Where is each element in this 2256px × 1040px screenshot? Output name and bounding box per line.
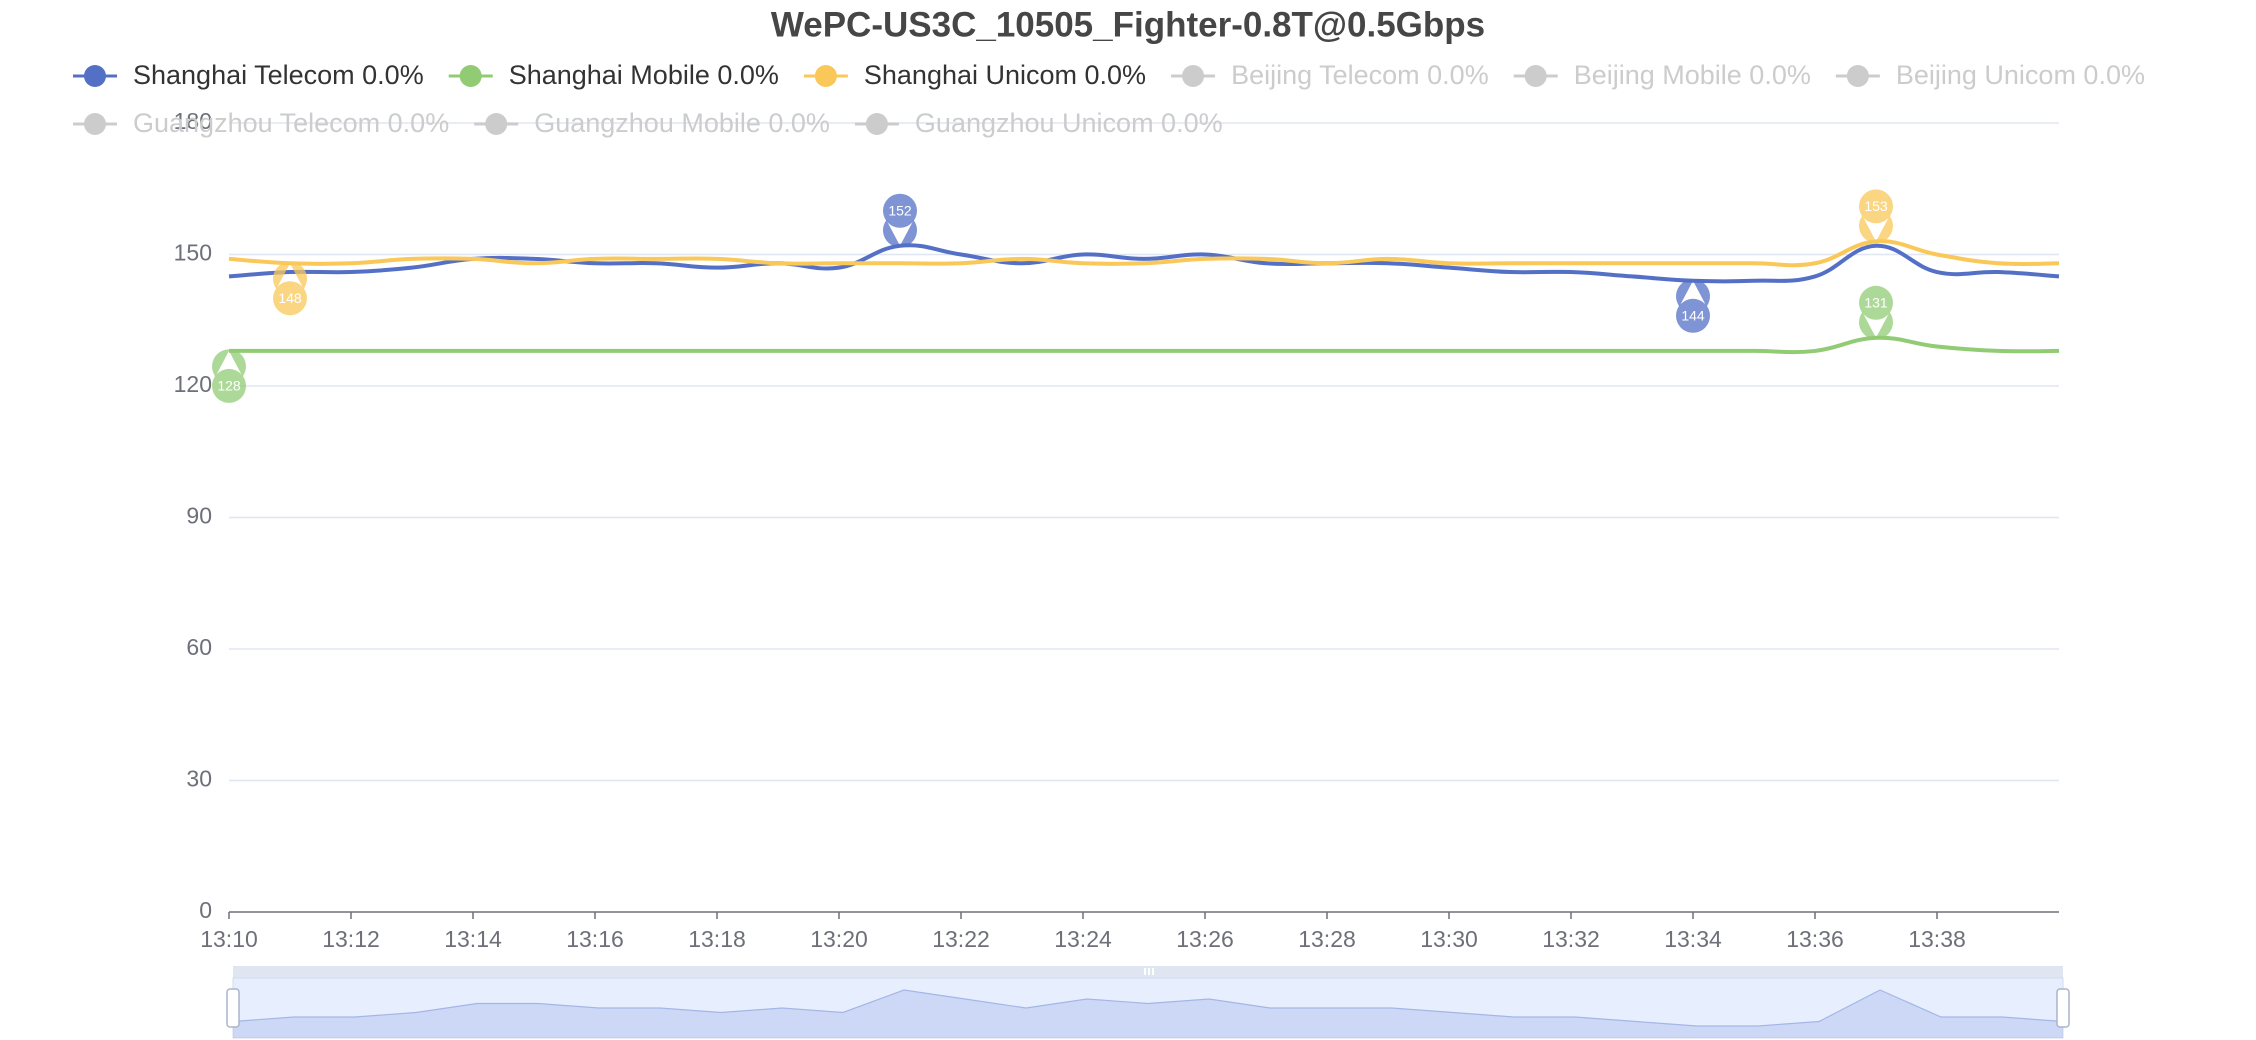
legend-icon bbox=[459, 65, 482, 87]
mark-pin-head bbox=[1859, 189, 1893, 224]
x-tick-label: 13:36 bbox=[1786, 926, 1844, 952]
x-tick-label: 13:16 bbox=[566, 926, 624, 952]
mark-pin bbox=[272, 261, 307, 289]
x-tick-label: 13:38 bbox=[1908, 926, 1966, 952]
y-tick-label: 120 bbox=[174, 371, 212, 397]
legend-item[interactable]: Shanghai Telecom 0.0% bbox=[73, 60, 424, 90]
legend-item[interactable]: Shanghai Unicom 0.0% bbox=[803, 60, 1146, 90]
mark-point-label: 148 bbox=[278, 290, 302, 306]
legend-label: Guangzhou Mobile 0.0% bbox=[534, 108, 830, 138]
legend-icon bbox=[1524, 65, 1547, 87]
x-tick-label: 13:18 bbox=[688, 926, 746, 952]
legend-item[interactable]: Beijing Mobile 0.0% bbox=[1513, 60, 1811, 90]
mark-pin-head bbox=[1676, 298, 1710, 333]
mark-point: 153 bbox=[1859, 189, 1893, 243]
y-tick-label: 0 bbox=[199, 897, 212, 923]
slider-handle[interactable] bbox=[2056, 988, 2070, 1028]
legend-icon bbox=[485, 113, 508, 135]
y-tick-label: 60 bbox=[186, 634, 212, 660]
chart-title: WePC-US3C_10505_Fighter-0.8T@0.5Gbps bbox=[771, 5, 1485, 44]
legend-icon bbox=[1846, 65, 1869, 87]
mark-point: 128 bbox=[212, 349, 246, 403]
legend-icon bbox=[84, 65, 106, 87]
legend-label: Shanghai Unicom 0.0% bbox=[864, 60, 1146, 90]
series-line bbox=[228, 239, 2060, 268]
mark-point: 148 bbox=[272, 261, 307, 316]
slider-grip bbox=[1144, 968, 1154, 975]
legend-icon bbox=[84, 113, 106, 135]
series-line bbox=[229, 335, 2060, 355]
mark-point-label: 152 bbox=[888, 202, 912, 218]
legend-icon bbox=[1182, 65, 1205, 87]
x-tick-label: 13:30 bbox=[1420, 926, 1478, 952]
mark-pin bbox=[1676, 279, 1710, 307]
x-tick-label: 13:34 bbox=[1664, 926, 1722, 952]
mark-point-label: 153 bbox=[1864, 198, 1888, 214]
mark-point-label: 131 bbox=[1864, 294, 1888, 310]
slider-preview-area bbox=[233, 990, 2063, 1038]
y-tick-label: 150 bbox=[174, 240, 212, 266]
x-tick-label: 13:26 bbox=[1176, 926, 1234, 952]
legend-item[interactable]: Shanghai Mobile 0.0% bbox=[448, 60, 779, 90]
mark-point: 144 bbox=[1676, 279, 1710, 333]
x-tick-label: 13:32 bbox=[1542, 926, 1600, 952]
x-tick-label: 13:10 bbox=[200, 926, 258, 952]
x-tick-label: 13:28 bbox=[1298, 926, 1356, 952]
series-line bbox=[228, 243, 2060, 284]
legend-icon bbox=[865, 113, 888, 135]
x-tick-label: 13:12 bbox=[322, 926, 380, 952]
legend-label: Beijing Unicom 0.0% bbox=[1896, 60, 2145, 90]
mark-point: 131 bbox=[1858, 285, 1894, 340]
mark-pin-head bbox=[273, 281, 307, 316]
mark-pin-head bbox=[1859, 285, 1893, 320]
legend-label: Guangzhou Unicom 0.0% bbox=[915, 108, 1223, 138]
y-tick-label: 90 bbox=[186, 503, 212, 529]
mark-pin bbox=[883, 220, 917, 248]
legend-label: Shanghai Telecom 0.0% bbox=[133, 60, 424, 90]
x-tick-label: 13:24 bbox=[1054, 926, 1112, 952]
x-tick-label: 13:20 bbox=[810, 926, 868, 952]
legend-item[interactable]: Guangzhou Unicom 0.0% bbox=[854, 108, 1223, 138]
legend-label: Beijing Mobile 0.0% bbox=[1574, 60, 1811, 90]
mark-pin bbox=[212, 349, 246, 377]
x-tick-label: 13:14 bbox=[444, 926, 502, 952]
legend-item[interactable]: Guangzhou Telecom 0.0% bbox=[73, 108, 449, 138]
mark-point-label: 144 bbox=[1681, 308, 1705, 324]
legend-icon bbox=[814, 65, 837, 87]
mark-point-label: 128 bbox=[217, 378, 241, 394]
mark-pin bbox=[1858, 312, 1894, 340]
legend-item[interactable]: Guangzhou Mobile 0.0% bbox=[474, 108, 830, 138]
legend-label: Beijing Telecom 0.0% bbox=[1231, 60, 1489, 90]
data-zoom-slider[interactable] bbox=[226, 966, 2070, 1039]
x-tick-label: 13:22 bbox=[932, 926, 990, 952]
legend-item[interactable]: Beijing Telecom 0.0% bbox=[1171, 60, 1489, 90]
y-tick-label: 180 bbox=[174, 108, 212, 134]
mark-pin-head bbox=[212, 368, 246, 403]
y-tick-label: 30 bbox=[186, 766, 212, 792]
legend-item[interactable]: Beijing Unicom 0.0% bbox=[1835, 60, 2145, 90]
mark-point: 152 bbox=[883, 193, 917, 248]
mark-pin-head bbox=[883, 193, 917, 228]
slider-preview-line bbox=[232, 989, 2064, 1027]
slider-handle[interactable] bbox=[226, 988, 240, 1028]
mark-pin bbox=[1859, 215, 1893, 243]
legend-label: Shanghai Mobile 0.0% bbox=[509, 60, 779, 90]
legend-label: Guangzhou Telecom 0.0% bbox=[133, 108, 449, 138]
